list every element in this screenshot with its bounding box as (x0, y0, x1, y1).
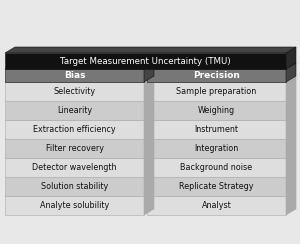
Polygon shape (5, 196, 144, 215)
Text: Detector wavelength: Detector wavelength (32, 163, 117, 172)
Polygon shape (5, 63, 154, 69)
Polygon shape (5, 152, 154, 158)
Polygon shape (286, 133, 296, 158)
Polygon shape (5, 101, 144, 120)
Text: Precision: Precision (193, 71, 240, 80)
Text: Target Measurement Uncertainty (TMU): Target Measurement Uncertainty (TMU) (60, 57, 231, 65)
Polygon shape (147, 76, 296, 82)
Text: Integration: Integration (194, 144, 238, 153)
Polygon shape (5, 190, 154, 196)
Polygon shape (5, 47, 296, 53)
Polygon shape (147, 152, 296, 158)
Polygon shape (144, 114, 154, 139)
Text: Background noise: Background noise (180, 163, 253, 172)
Polygon shape (147, 101, 286, 120)
Polygon shape (286, 47, 296, 69)
Polygon shape (286, 63, 296, 82)
Text: Analyst: Analyst (202, 201, 231, 210)
Polygon shape (147, 63, 296, 69)
Polygon shape (147, 114, 296, 120)
Polygon shape (144, 63, 154, 82)
Text: Extraction efficiency: Extraction efficiency (33, 125, 116, 134)
Text: Filter recovery: Filter recovery (46, 144, 104, 153)
Polygon shape (147, 190, 296, 196)
Text: Sample preparation: Sample preparation (176, 87, 256, 96)
Text: Analyte solubility: Analyte solubility (40, 201, 109, 210)
Polygon shape (5, 133, 154, 139)
Polygon shape (5, 95, 154, 101)
Polygon shape (144, 190, 154, 215)
Polygon shape (147, 158, 286, 177)
Polygon shape (147, 82, 286, 101)
Text: Weighing: Weighing (198, 106, 235, 115)
Polygon shape (144, 152, 154, 177)
Polygon shape (147, 133, 296, 139)
Text: Selectivity: Selectivity (53, 87, 96, 96)
Polygon shape (147, 196, 286, 215)
Polygon shape (144, 171, 154, 196)
Polygon shape (5, 82, 144, 101)
Polygon shape (5, 171, 154, 177)
Polygon shape (144, 133, 154, 158)
Polygon shape (5, 76, 154, 82)
Polygon shape (147, 171, 296, 177)
Polygon shape (147, 120, 286, 139)
Text: Instrument: Instrument (194, 125, 238, 134)
Text: Replicate Strategy: Replicate Strategy (179, 182, 254, 191)
Text: Linearity: Linearity (57, 106, 92, 115)
Polygon shape (286, 152, 296, 177)
Polygon shape (147, 95, 296, 101)
Text: Solution stability: Solution stability (41, 182, 108, 191)
Polygon shape (5, 114, 154, 120)
Polygon shape (286, 171, 296, 196)
Polygon shape (286, 95, 296, 120)
Polygon shape (147, 69, 286, 82)
Polygon shape (5, 139, 144, 158)
Polygon shape (5, 120, 144, 139)
Polygon shape (147, 177, 286, 196)
Polygon shape (286, 190, 296, 215)
Polygon shape (5, 53, 286, 69)
Polygon shape (286, 114, 296, 139)
Polygon shape (5, 158, 144, 177)
Polygon shape (144, 95, 154, 120)
Text: Bias: Bias (64, 71, 85, 80)
Polygon shape (147, 139, 286, 158)
Polygon shape (5, 177, 144, 196)
Polygon shape (144, 76, 154, 101)
Polygon shape (5, 69, 144, 82)
Polygon shape (286, 76, 296, 101)
